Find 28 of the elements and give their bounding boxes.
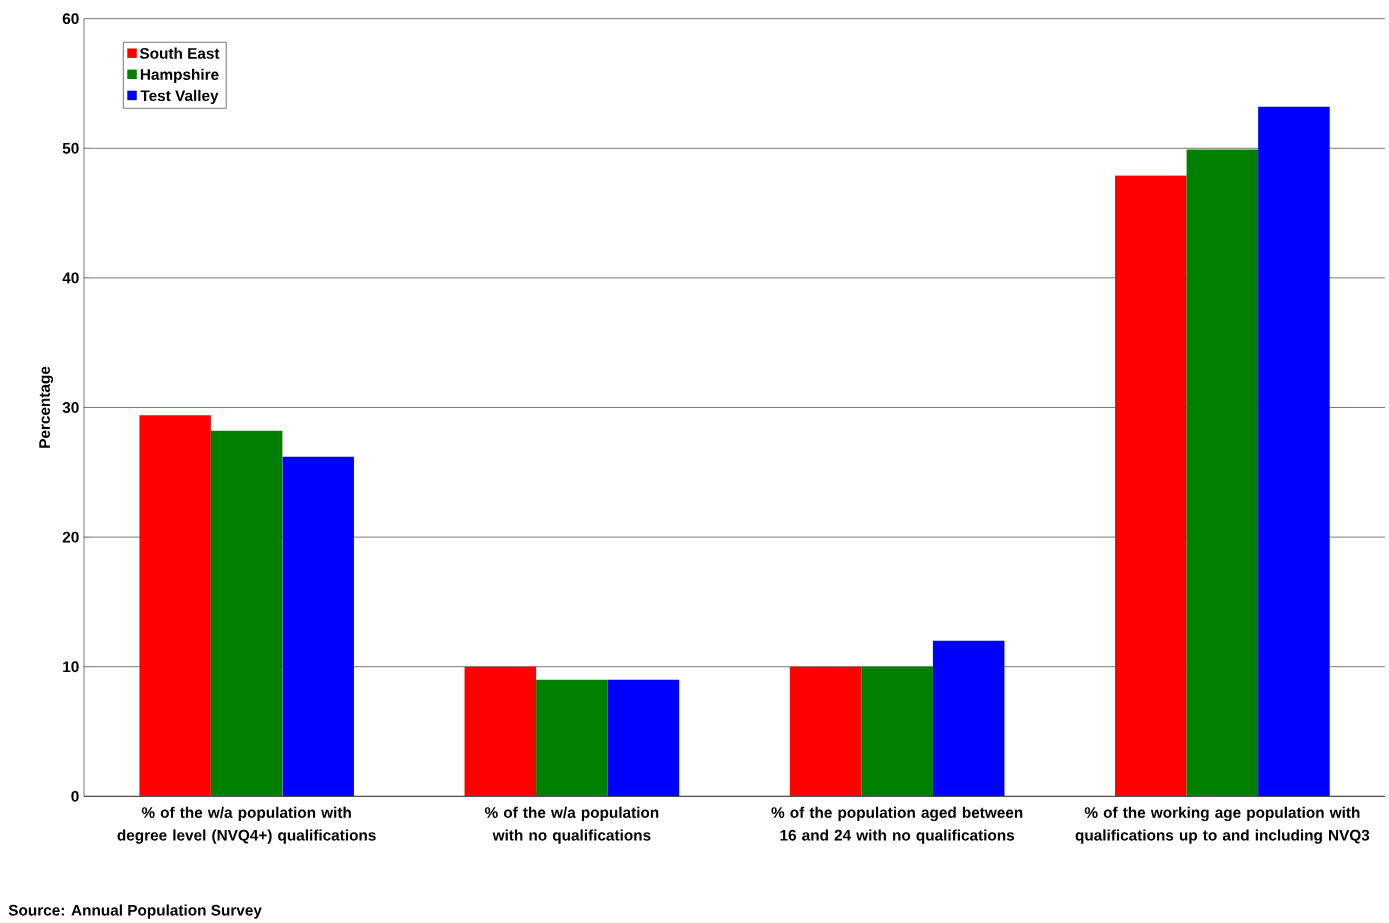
x-tick-label: % of the w/a population with degree level (NVQ4+) qualifications xyxy=(117,806,376,844)
y-tick-label: 50 xyxy=(62,142,79,154)
bar xyxy=(607,679,680,797)
y-tick-label: 0 xyxy=(71,790,79,802)
bar xyxy=(932,640,1005,797)
bar xyxy=(210,430,283,797)
bar xyxy=(282,456,354,797)
y-tick-label: 20 xyxy=(62,531,79,543)
bar xyxy=(536,679,608,797)
x-tick-label: % of the population aged between 16 and 24 with no qualifications xyxy=(771,806,1023,844)
source-note: Source: Annual Population Survey xyxy=(8,904,262,919)
y-tick-label: 40 xyxy=(62,272,79,284)
y-axis-title: Percentage xyxy=(39,366,54,448)
bar xyxy=(1115,175,1187,797)
bar xyxy=(861,666,933,797)
legend-label: Test Valley xyxy=(140,89,219,105)
x-tick-label: % of the w/a population with no qualifications xyxy=(484,806,659,844)
legend-label: South East xyxy=(139,47,220,59)
bar xyxy=(464,666,537,797)
y-tick-label: 10 xyxy=(63,661,79,673)
x-tick-label: % of the working age population with qualifications up to and including NVQ3 xyxy=(1075,806,1370,844)
y-tick-label: 60 xyxy=(62,13,79,25)
bar xyxy=(1258,106,1330,797)
y-tick-label: 30 xyxy=(62,402,79,413)
bar xyxy=(789,666,862,797)
bar xyxy=(139,415,211,797)
legend-label: Hampshire xyxy=(140,68,219,83)
bar xyxy=(1186,149,1259,797)
